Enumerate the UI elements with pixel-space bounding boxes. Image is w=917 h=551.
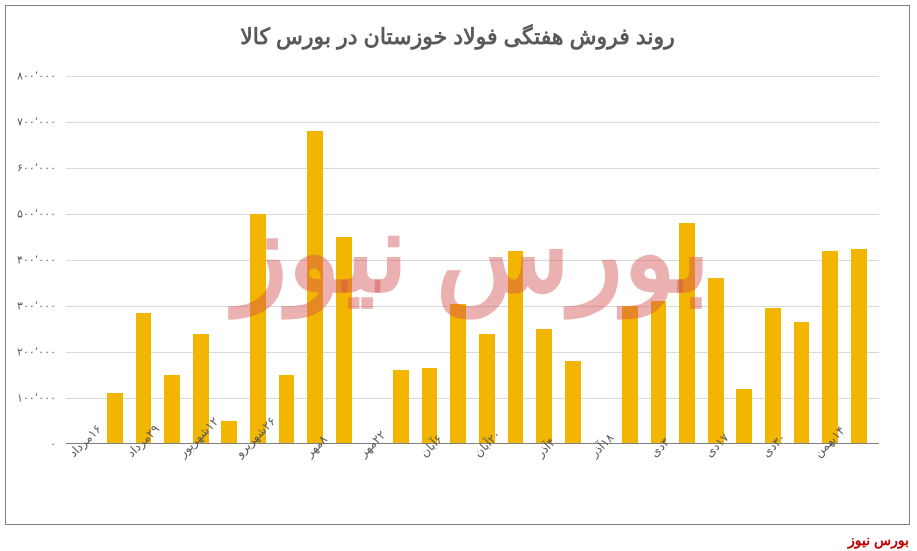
x-tick-slot: [673, 446, 702, 524]
chart-title: روند فروش هفتگی فولاد خوزستان در بورس کا…: [6, 6, 909, 60]
x-tick-slot: ۲۰آبان: [473, 446, 502, 524]
x-tick-slot: [730, 446, 759, 524]
bar: [679, 223, 695, 444]
bar: [107, 393, 123, 444]
x-tick-slot: ۲۹مرداد: [129, 446, 158, 524]
bar: [536, 329, 552, 444]
plot-area: بورس نیوز: [66, 76, 879, 444]
bar: [822, 251, 838, 444]
chart-container: روند فروش هفتگی فولاد خوزستان در بورس کا…: [5, 5, 910, 525]
bar: [336, 237, 352, 444]
y-tick-label: ۱۰۰٬۰۰۰: [6, 392, 56, 405]
x-tick-slot: [444, 446, 473, 524]
bar: [307, 131, 323, 444]
bar-slot: [387, 76, 416, 444]
bar: [450, 304, 466, 444]
bar-slot: [844, 76, 873, 444]
y-tick-label: ۳۰۰٬۰۰۰: [6, 300, 56, 313]
x-tick-slot: ۲۲مهر: [358, 446, 387, 524]
x-tick-slot: ۸مهر: [301, 446, 330, 524]
y-tick-label: ۸۰۰٬۰۰۰: [6, 70, 56, 83]
screenshot-wrapper: روند فروش هفتگی فولاد خوزستان در بورس کا…: [0, 0, 917, 551]
bar-slot: [473, 76, 502, 444]
y-tick-label: ۶۰۰٬۰۰۰: [6, 162, 56, 175]
bar-slot: [530, 76, 559, 444]
bar: [622, 306, 638, 444]
y-tick-label: ۰: [6, 438, 56, 451]
x-axis: ۱۶مرداد ۲۹مرداد ۱۲شهریور ۲۶شهریرو ۸مهر ۲۲مهر ۶…: [66, 446, 879, 524]
bar-slot: [587, 76, 616, 444]
bar-slot: [644, 76, 673, 444]
bar-slot: [616, 76, 645, 444]
y-tick-label: ۲۰۰٬۰۰۰: [6, 346, 56, 359]
bar-slot: [244, 76, 273, 444]
bar-slot: [72, 76, 101, 444]
x-tick-slot: ۲۶شهریرو: [244, 446, 273, 524]
bar-slot: [101, 76, 130, 444]
bar-slot: [329, 76, 358, 444]
y-tick-label: ۷۰۰٬۰۰۰: [6, 116, 56, 129]
x-tick-slot: [616, 446, 645, 524]
x-tick-slot: [844, 446, 873, 524]
source-label: بورس نیوز: [848, 532, 909, 549]
bar-slot: [301, 76, 330, 444]
y-tick-label: ۴۰۰٬۰۰۰: [6, 254, 56, 267]
x-tick-slot: ۶آبان: [415, 446, 444, 524]
x-tick-slot: ۱۴بهمن: [816, 446, 845, 524]
bar: [651, 301, 667, 444]
bar-slot: [158, 76, 187, 444]
x-tick-slot: [787, 446, 816, 524]
bar-slot: [816, 76, 845, 444]
bar-slot: [787, 76, 816, 444]
bar: [164, 375, 180, 444]
bar-slot: [759, 76, 788, 444]
bar: [765, 308, 781, 444]
x-tick-slot: [329, 446, 358, 524]
y-axis: ۰۱۰۰٬۰۰۰۲۰۰٬۰۰۰۳۰۰٬۰۰۰۴۰۰٬۰۰۰۵۰۰٬۰۰۰۶۰۰٬…: [6, 76, 61, 444]
bar: [851, 249, 867, 445]
bar-slot: [701, 76, 730, 444]
x-tick-slot: ۳۰دی: [759, 446, 788, 524]
bar: [565, 361, 581, 444]
x-tick-slot: [558, 446, 587, 524]
bar-slot: [444, 76, 473, 444]
x-tick-slot: ۴آذر: [530, 446, 559, 524]
bars-group: [66, 76, 879, 444]
bar: [221, 421, 237, 444]
bar-slot: [415, 76, 444, 444]
bar-slot: [129, 76, 158, 444]
x-tick-slot: ۱۸آذر: [587, 446, 616, 524]
bar: [794, 322, 810, 444]
bar: [708, 278, 724, 444]
bar-slot: [215, 76, 244, 444]
bar-slot: [730, 76, 759, 444]
bar-slot: [358, 76, 387, 444]
bar: [279, 375, 295, 444]
x-tick-slot: ۱۲شهریور: [186, 446, 215, 524]
x-tick-slot: [158, 446, 187, 524]
bar-slot: [673, 76, 702, 444]
x-tick-slot: ۳دی: [644, 446, 673, 524]
bar: [250, 214, 266, 444]
bar-slot: [501, 76, 530, 444]
x-tick-slot: ۱۷دی: [701, 446, 730, 524]
bar: [736, 389, 752, 444]
bar-slot: [272, 76, 301, 444]
y-tick-label: ۵۰۰٬۰۰۰: [6, 208, 56, 221]
bar: [393, 370, 409, 444]
x-tick-slot: [501, 446, 530, 524]
bar: [508, 251, 524, 444]
bar-slot: [186, 76, 215, 444]
x-tick-slot: [272, 446, 301, 524]
bar-slot: [558, 76, 587, 444]
x-tick-slot: [387, 446, 416, 524]
x-tick-slot: ۱۶مرداد: [72, 446, 101, 524]
x-tick-slot: [101, 446, 130, 524]
